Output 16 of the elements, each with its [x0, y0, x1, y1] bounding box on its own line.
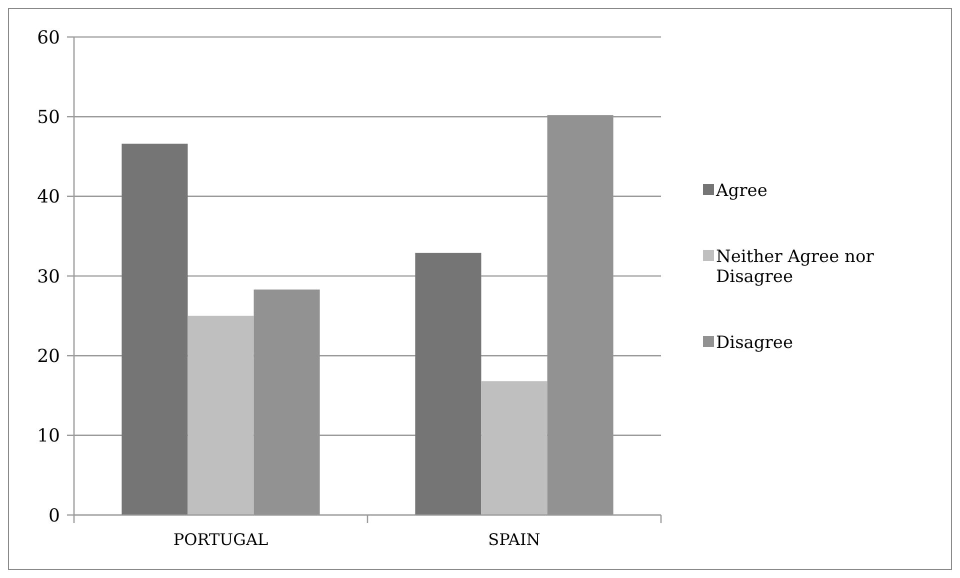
bar — [481, 381, 548, 515]
y-tick-label: 10 — [37, 426, 60, 447]
bar — [122, 144, 188, 515]
legend-label: Neither Agree nor Disagree — [716, 246, 875, 287]
y-tick-label: 20 — [37, 346, 60, 367]
y-tick-label: 0 — [48, 505, 60, 526]
bar — [188, 316, 254, 515]
x-tick-label: PORTUGAL — [173, 530, 269, 549]
legend-label: Agree — [715, 180, 768, 201]
y-tick-label: 40 — [37, 186, 60, 208]
y-tick-label: 50 — [37, 106, 60, 128]
x-tick-label: SPAIN — [488, 530, 540, 549]
legend-label: Disagree — [716, 332, 794, 353]
bar — [415, 252, 482, 515]
y-tick-label: 30 — [37, 266, 60, 288]
y-tick-label: 60 — [37, 27, 60, 48]
